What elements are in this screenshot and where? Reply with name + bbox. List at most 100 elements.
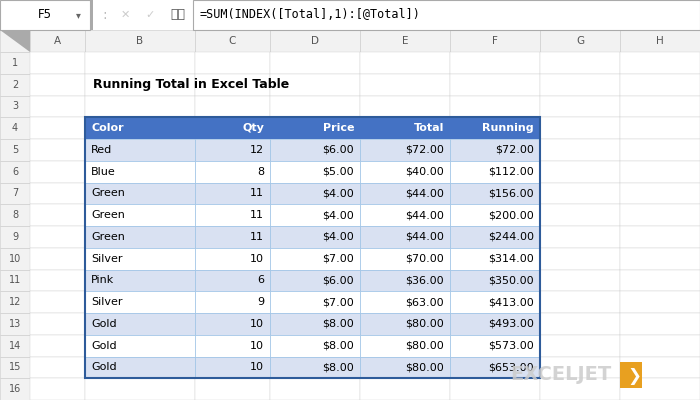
Bar: [540, 335, 620, 356]
Bar: [0, 313, 30, 335]
Bar: [360, 313, 450, 335]
Text: $112.00: $112.00: [489, 167, 534, 177]
Bar: [620, 182, 700, 204]
Bar: [450, 313, 540, 335]
Bar: [270, 335, 360, 356]
Bar: [270, 52, 360, 74]
Bar: [30, 96, 85, 117]
Bar: [90, 0, 93, 30]
Bar: [30, 226, 85, 248]
Bar: [270, 161, 360, 182]
Bar: [360, 30, 450, 52]
Bar: [450, 182, 540, 204]
Bar: [620, 117, 700, 139]
Text: Gold: Gold: [91, 319, 117, 329]
Bar: [0, 0, 90, 30]
Bar: [270, 335, 360, 356]
Text: $72.00: $72.00: [405, 145, 444, 155]
Bar: [360, 335, 450, 356]
Text: Gold: Gold: [91, 341, 117, 351]
Bar: [195, 182, 270, 204]
Bar: [450, 161, 540, 182]
Bar: [85, 52, 195, 74]
Text: Blue: Blue: [91, 167, 116, 177]
Bar: [360, 335, 450, 356]
Bar: [620, 74, 700, 96]
Bar: [195, 291, 270, 313]
Text: 14: 14: [9, 341, 21, 351]
Bar: [540, 204, 620, 226]
Bar: [450, 291, 540, 313]
Bar: [85, 313, 195, 335]
Text: ▾: ▾: [76, 10, 80, 20]
Bar: [0, 96, 30, 117]
Bar: [195, 378, 270, 400]
Bar: [0, 204, 30, 226]
Text: Green: Green: [91, 210, 125, 220]
Text: Green: Green: [91, 188, 125, 198]
Bar: [450, 204, 540, 226]
Text: Total: Total: [414, 123, 444, 133]
Bar: [0, 139, 30, 161]
Bar: [450, 226, 540, 248]
Text: $5.00: $5.00: [323, 167, 354, 177]
Bar: [195, 204, 270, 226]
Bar: [270, 226, 360, 248]
Text: $244.00: $244.00: [488, 232, 534, 242]
Bar: [270, 226, 360, 248]
Bar: [450, 356, 540, 378]
Text: $573.00: $573.00: [489, 341, 534, 351]
Bar: [450, 30, 540, 52]
Bar: [360, 74, 450, 96]
Bar: [360, 226, 450, 248]
Text: F5: F5: [38, 8, 52, 22]
Bar: [195, 313, 270, 335]
Bar: [450, 335, 540, 356]
Bar: [195, 226, 270, 248]
Text: $8.00: $8.00: [322, 362, 354, 372]
Text: EXCELJET: EXCELJET: [510, 366, 611, 384]
Bar: [195, 161, 270, 182]
Bar: [0, 30, 30, 52]
Bar: [0, 117, 30, 139]
Bar: [195, 291, 270, 313]
Text: H: H: [656, 36, 664, 46]
Bar: [360, 204, 450, 226]
Bar: [450, 270, 540, 291]
Bar: [85, 226, 195, 248]
Text: Color: Color: [91, 123, 124, 133]
Bar: [540, 270, 620, 291]
Bar: [195, 74, 270, 96]
Bar: [450, 356, 540, 378]
Bar: [450, 74, 540, 96]
Bar: [540, 30, 620, 52]
Bar: [270, 248, 360, 270]
Text: 𝑓𝑥: 𝑓𝑥: [171, 8, 186, 22]
Text: 10: 10: [250, 254, 264, 264]
Bar: [270, 356, 360, 378]
Bar: [360, 161, 450, 182]
Bar: [620, 248, 700, 270]
Text: $7.00: $7.00: [322, 297, 354, 307]
Bar: [450, 313, 540, 335]
Bar: [195, 139, 270, 161]
Text: 13: 13: [9, 319, 21, 329]
Bar: [195, 117, 270, 139]
Bar: [0, 52, 30, 74]
Bar: [195, 139, 270, 161]
Bar: [85, 204, 195, 226]
Bar: [620, 96, 700, 117]
Bar: [360, 182, 450, 204]
Bar: [620, 313, 700, 335]
Text: Silver: Silver: [91, 297, 122, 307]
Bar: [450, 335, 540, 356]
Bar: [540, 313, 620, 335]
Bar: [195, 270, 270, 291]
Text: 10: 10: [250, 341, 264, 351]
Text: B: B: [136, 36, 144, 46]
Text: Gold: Gold: [91, 362, 117, 372]
Bar: [195, 117, 270, 139]
Bar: [540, 356, 620, 378]
Bar: [450, 226, 540, 248]
Text: $40.00: $40.00: [405, 167, 444, 177]
